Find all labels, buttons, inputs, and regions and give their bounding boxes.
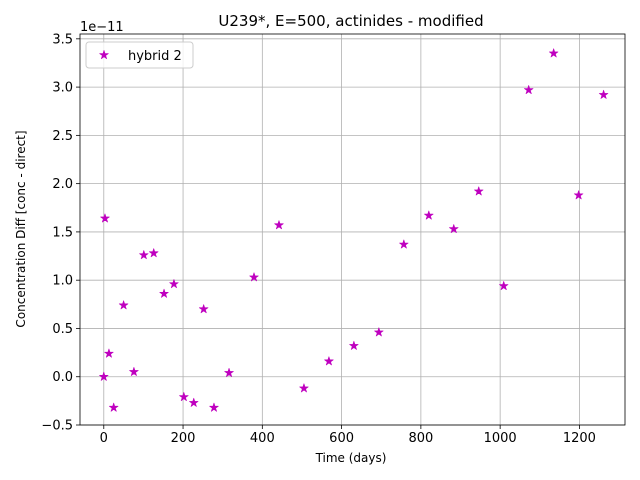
x-tick-label: 0: [100, 431, 108, 446]
legend-star-icon: [99, 50, 109, 60]
data-point: [209, 402, 219, 412]
data-point: [224, 367, 234, 377]
data-point: [374, 327, 384, 337]
y-axis-title: Concentration Diff [conc - direct]: [14, 130, 28, 327]
data-point: [349, 340, 359, 350]
x-tick-label: 600: [329, 431, 354, 446]
data-point: [449, 224, 459, 234]
data-point: [99, 371, 109, 381]
data-point: [159, 288, 169, 298]
x-axis-title: Time (days): [315, 451, 387, 465]
grid: [80, 34, 625, 426]
data-point: [399, 239, 409, 249]
x-tick-label: 1000: [484, 431, 517, 446]
y-tick-label: 0.0: [52, 370, 73, 385]
data-point: [104, 348, 114, 358]
y-tick-label: 1.5: [52, 225, 73, 240]
data-point: [198, 304, 209, 314]
x-tick-label: 400: [250, 431, 275, 446]
data-point: [118, 300, 129, 310]
data-point: [474, 186, 484, 196]
data-point: [548, 48, 559, 58]
data-point: [100, 213, 110, 223]
y-tick-label: 2.0: [52, 177, 73, 192]
plot-area-frame: [79, 33, 626, 426]
y-tick-label: 0.5: [52, 322, 73, 337]
legend-box: [85, 41, 194, 69]
y-tick-label: 3.5: [52, 32, 73, 47]
x-tick-label: 1200: [563, 431, 596, 446]
y-tick-label: 2.5: [52, 129, 73, 144]
data-point: [598, 89, 609, 99]
y-tick-label: −0.5: [41, 419, 73, 434]
data-point: [109, 402, 119, 412]
data-point: [139, 250, 149, 260]
data-point: [189, 397, 199, 407]
data-point: [249, 272, 259, 282]
y-multiplier-label: 1e−11: [80, 20, 124, 35]
data-point: [324, 356, 334, 366]
axis-ticks: 0 200 400 600 800 1000 1200 −0.5 0.0 0.5 1.0 1.5 2.0…: [41, 32, 596, 446]
data-point: [179, 392, 189, 402]
x-tick-label: 800: [408, 431, 433, 446]
x-tick-label: 200: [171, 431, 196, 446]
data-point: [274, 220, 284, 230]
data-point: [149, 248, 159, 258]
legend: hybrid 2: [85, 41, 194, 69]
legend-label-hybrid-2: hybrid 2: [128, 49, 182, 64]
data-points: [99, 48, 609, 412]
y-tick-label: 3.0: [52, 81, 73, 96]
data-point: [299, 383, 309, 393]
data-point: [169, 279, 179, 289]
data-point: [499, 281, 509, 290]
y-tick-label: 1.0: [52, 274, 73, 289]
data-point: [524, 85, 534, 95]
legend-marker-star: [99, 50, 109, 60]
chart-title: U239*, E=500, actinides - modified: [218, 12, 483, 30]
data-point: [129, 367, 139, 376]
data-point: [573, 190, 584, 200]
data-point: [424, 210, 434, 220]
